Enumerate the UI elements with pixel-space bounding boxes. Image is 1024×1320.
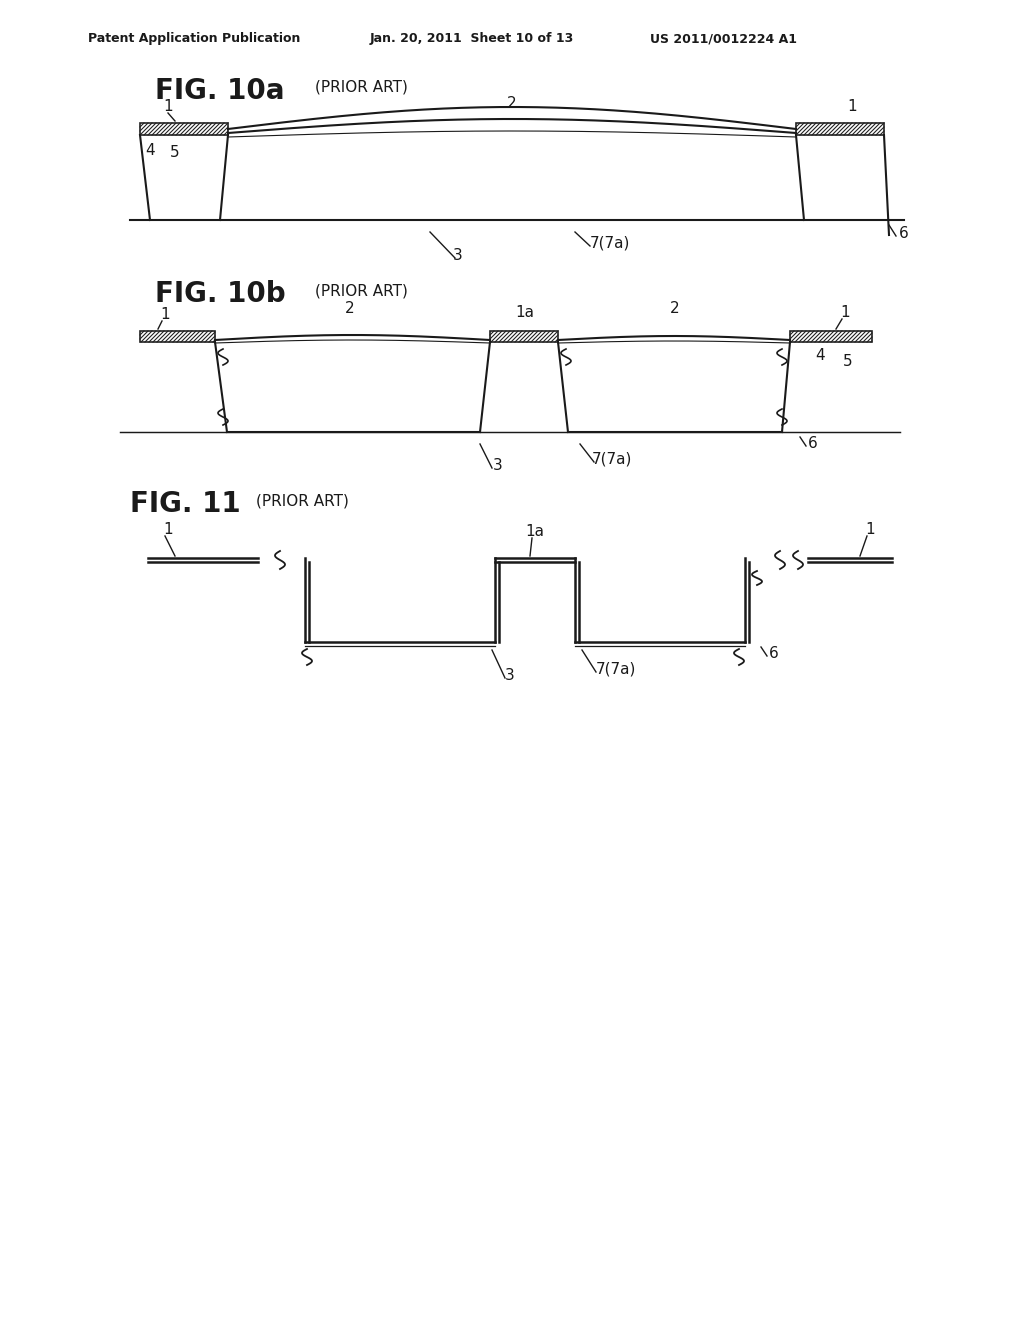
Text: 3: 3 <box>494 458 503 473</box>
Text: 5: 5 <box>170 145 180 160</box>
Text: 5: 5 <box>843 354 853 370</box>
Text: (PRIOR ART): (PRIOR ART) <box>256 492 349 508</box>
Text: 1: 1 <box>163 99 173 114</box>
Text: 3: 3 <box>454 248 463 263</box>
Bar <box>140 123 228 135</box>
Text: 6: 6 <box>808 436 818 451</box>
Bar <box>140 331 215 342</box>
Text: 7(7a): 7(7a) <box>596 663 636 677</box>
Text: FIG. 11: FIG. 11 <box>130 490 241 517</box>
Bar <box>790 331 872 342</box>
Text: 6: 6 <box>899 226 908 242</box>
Text: 1: 1 <box>163 521 173 537</box>
Text: Jan. 20, 2011  Sheet 10 of 13: Jan. 20, 2011 Sheet 10 of 13 <box>370 32 574 45</box>
Text: 7(7a): 7(7a) <box>590 236 630 251</box>
Text: US 2011/0012224 A1: US 2011/0012224 A1 <box>650 32 797 45</box>
Text: 1a: 1a <box>515 305 535 319</box>
Text: (PRIOR ART): (PRIOR ART) <box>315 282 408 298</box>
Text: FIG. 10b: FIG. 10b <box>155 280 286 308</box>
Bar <box>796 123 884 135</box>
Bar <box>490 331 558 342</box>
Text: 4: 4 <box>815 348 824 363</box>
Text: 1: 1 <box>840 305 850 319</box>
Text: (PRIOR ART): (PRIOR ART) <box>315 81 408 95</box>
Text: 3: 3 <box>505 668 515 682</box>
Text: Patent Application Publication: Patent Application Publication <box>88 32 300 45</box>
Text: FIG. 10a: FIG. 10a <box>155 77 285 106</box>
Text: 6: 6 <box>769 645 778 661</box>
Text: 7(7a): 7(7a) <box>592 451 632 467</box>
Text: 4: 4 <box>145 143 155 158</box>
Text: 2: 2 <box>670 301 680 315</box>
Text: 2: 2 <box>507 96 517 111</box>
Text: 1: 1 <box>865 521 874 537</box>
Text: 1: 1 <box>160 308 170 322</box>
Text: 1a: 1a <box>525 524 545 539</box>
Text: 2: 2 <box>345 301 354 315</box>
Text: 1: 1 <box>847 99 857 114</box>
